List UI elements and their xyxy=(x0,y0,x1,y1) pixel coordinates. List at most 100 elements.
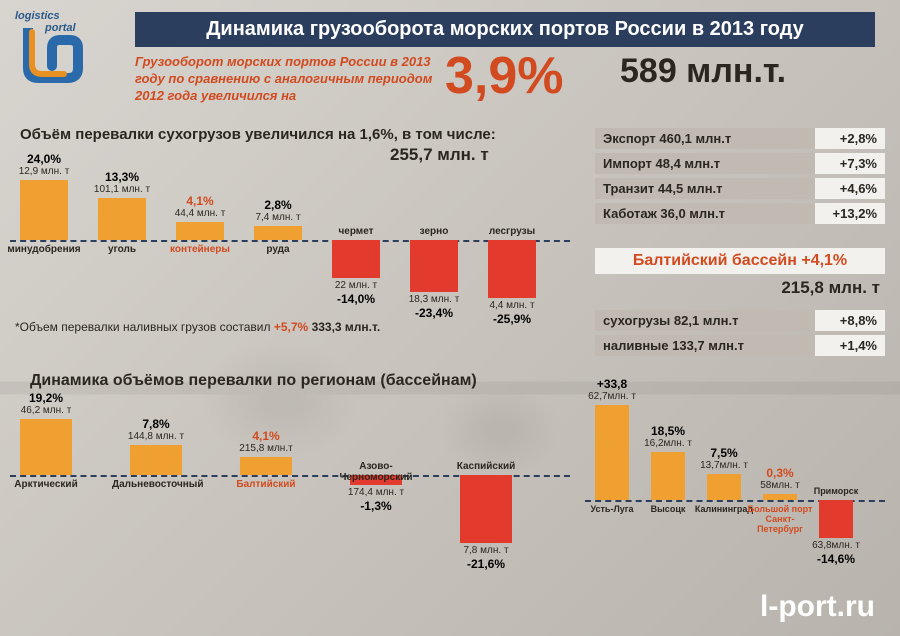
chart-regions: 19,2%46,2 млн. тАрктический7,8%144,8 млн… xyxy=(10,395,570,595)
bar-label: Арктический xyxy=(2,479,90,490)
bar-percent: -21,6% xyxy=(450,557,522,571)
bar-percent: 13,3% xyxy=(88,170,156,184)
bar xyxy=(707,474,741,500)
bar-percent: +33,8 xyxy=(585,377,639,391)
bar-volume: 44,4 млн. т xyxy=(164,208,236,219)
bar-volume: 7,4 млн. т xyxy=(242,212,314,223)
bar-volume: 7,8 млн. т xyxy=(448,545,524,556)
logo-icon xyxy=(20,28,100,88)
bar-label: руда xyxy=(236,244,320,255)
bar-percent: -14,6% xyxy=(809,552,863,566)
stat-row: Каботаж 36,0 млн.т+13,2% xyxy=(595,203,885,224)
bar xyxy=(488,240,536,298)
bar-label: Азово-Черноморский xyxy=(332,461,420,483)
bar-label: уголь xyxy=(80,244,164,255)
bar-percent: 24,0% xyxy=(10,152,78,166)
bar xyxy=(20,419,72,475)
chart-baltic-ports: +33,862,7млн. тУсть-Луга18,5%16,2млн. тВ… xyxy=(585,360,885,590)
logo-brand-top: logistics xyxy=(15,10,120,22)
stat-row: наливные 133,7 млн.т+1,4% xyxy=(595,335,885,356)
bar xyxy=(819,500,853,538)
baltic-header: Балтийский бассейн +4,1% xyxy=(595,248,885,274)
stat-label: сухогрузы 82,1 млн.т xyxy=(595,310,815,331)
bar xyxy=(20,180,68,240)
bar-label: Большой порт Санкт-Петербург xyxy=(745,504,815,534)
bar xyxy=(130,445,182,475)
bar-volume: 144,8 млн. т xyxy=(118,431,194,442)
bar-volume: 16,2млн. т xyxy=(639,438,697,449)
bar-label: Каспийский xyxy=(442,461,530,472)
bar-percent: 18,5% xyxy=(641,424,695,438)
footnote-vol: 333,3 млн.т. xyxy=(312,320,381,334)
chart-cargo-types: 24,0%12,9 млн. тминудобрения13,3%101,1 м… xyxy=(10,155,570,315)
bar-volume: 46,2 млн. т xyxy=(8,405,84,416)
stat-label: Импорт 48,4 млн.т xyxy=(595,153,815,174)
stat-label: Экспорт 460,1 млн.т xyxy=(595,128,815,149)
bar-volume: 215,8 млн.т xyxy=(228,443,304,454)
stat-row: Экспорт 460,1 млн.т+2,8% xyxy=(595,128,885,149)
stat-row: сухогрузы 82,1 млн.т+8,8% xyxy=(595,310,885,331)
bar xyxy=(332,240,380,278)
bar-percent: -1,3% xyxy=(340,499,412,513)
bar-percent: -14,0% xyxy=(322,292,390,306)
bar-volume: 174,4 млн. т xyxy=(338,487,414,498)
bar-label: зерно xyxy=(392,226,476,237)
stat-value: +2,8% xyxy=(815,128,885,149)
stat-value: +4,6% xyxy=(815,178,885,199)
bar-label: Балтийский xyxy=(222,479,310,490)
stat-row: Транзит 44,5 млн.т+4,6% xyxy=(595,178,885,199)
stat-value: +8,8% xyxy=(815,310,885,331)
bar-volume: 18,3 млн. т xyxy=(398,294,470,305)
bar xyxy=(595,405,629,500)
section2-title: Динамика объёмов перевалки по регионам (… xyxy=(30,372,477,390)
stat-row: Импорт 48,4 млн.т+7,3% xyxy=(595,153,885,174)
section1-title: Объём перевалки сухогрузов увеличился на… xyxy=(20,126,496,143)
bar-volume: 4,4 млн. т xyxy=(476,300,548,311)
main-title: Динамика грузооборота морских портов Рос… xyxy=(135,12,875,47)
stat-value: +7,3% xyxy=(815,153,885,174)
headline-percent: 3,9% xyxy=(445,46,564,106)
bar-percent: 19,2% xyxy=(10,391,82,405)
footnote: *Объем перевалки наливных грузов состави… xyxy=(15,320,380,334)
bar-volume: 13,7млн. т xyxy=(695,460,753,471)
footnote-text: *Объем перевалки наливных грузов состави… xyxy=(15,320,271,334)
bar-percent: 4,1% xyxy=(166,194,234,208)
subtitle: Грузооборот морских портов России в 2013… xyxy=(135,54,455,105)
footnote-pct: +5,7% xyxy=(274,320,308,334)
bar-volume: 22 млн. т xyxy=(320,280,392,291)
bar-label: Приморск xyxy=(801,486,871,496)
bar-label: минудобрения xyxy=(2,244,86,255)
stat-rows: Экспорт 460,1 млн.т+2,8%Импорт 48,4 млн.… xyxy=(595,128,885,228)
stat-label: наливные 133,7 млн.т xyxy=(595,335,815,356)
bar-label: чермет xyxy=(314,226,398,237)
bar xyxy=(254,226,302,240)
stat-value: +1,4% xyxy=(815,335,885,356)
bar-percent: 7,5% xyxy=(697,446,751,460)
stat-label: Транзит 44,5 млн.т xyxy=(595,178,815,199)
bar-volume: 12,9 млн. т xyxy=(8,166,80,177)
bar-percent: 7,8% xyxy=(120,417,192,431)
site-url: l-port.ru xyxy=(760,590,875,624)
bar xyxy=(460,475,512,543)
bar-label: лесгрузы xyxy=(470,226,554,237)
bar-volume: 63,8млн. т xyxy=(807,540,865,551)
stat-label: Каботаж 36,0 млн.т xyxy=(595,203,815,224)
bar xyxy=(98,198,146,240)
bar-percent: -23,4% xyxy=(400,306,468,320)
bar xyxy=(651,452,685,500)
headline-total: 589 млн.т. xyxy=(620,52,786,91)
logo: logistics portal xyxy=(15,10,120,90)
baltic-sub-rows: сухогрузы 82,1 млн.т+8,8%наливные 133,7 … xyxy=(595,310,885,360)
bar xyxy=(240,457,292,475)
bar-label: контейнеры xyxy=(158,244,242,255)
bar-volume: 101,1 млн. т xyxy=(86,184,158,195)
bar xyxy=(176,222,224,240)
bar-percent: 2,8% xyxy=(244,198,312,212)
stat-value: +13,2% xyxy=(815,203,885,224)
bar-percent: 0,3% xyxy=(753,466,807,480)
bar-percent: -25,9% xyxy=(478,312,546,326)
bar xyxy=(763,494,797,500)
bar xyxy=(410,240,458,292)
baltic-total: 215,8 млн. т xyxy=(781,278,880,298)
bar-volume: 62,7млн. т xyxy=(583,391,641,402)
